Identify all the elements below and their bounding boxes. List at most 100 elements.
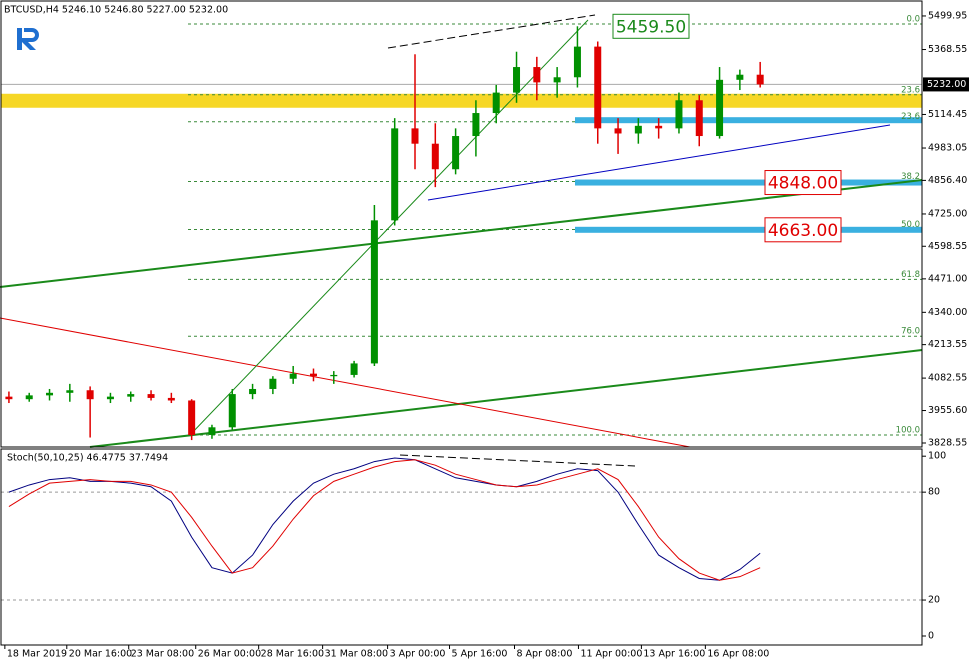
y-tick-label: 100 <box>928 451 946 462</box>
y-tick-label: 4725.00 <box>928 208 967 219</box>
candle-body <box>472 113 480 137</box>
logo-shape <box>22 28 39 50</box>
trend-line <box>89 349 923 448</box>
main-frame <box>0 0 923 448</box>
candle-body <box>675 100 683 129</box>
y-tick-label: 4471.00 <box>928 273 967 284</box>
y-tick-label: 5499.95 <box>928 10 967 21</box>
fib-label: 38.2 <box>901 172 920 182</box>
candle-body <box>431 143 439 170</box>
candle-body <box>228 394 236 428</box>
candle-body <box>106 396 114 400</box>
chart-title: BTCUSD,H4 5246.10 5246.80 5227.00 5232.0… <box>4 5 228 16</box>
candle-body <box>533 67 541 83</box>
trend-line <box>0 179 923 288</box>
y-tick-label: 4598.55 <box>928 241 967 252</box>
fib-label: 23.6 <box>901 112 920 122</box>
candle-body <box>411 128 419 144</box>
candle-body <box>86 390 94 400</box>
stoch-line <box>8 457 761 581</box>
zone <box>575 117 922 124</box>
x-tick-label: 20 Mar 16:00 <box>69 649 132 660</box>
indicator-title: Stoch(50,10,25) 46.4775 37.7494 <box>7 453 168 464</box>
candle-body <box>655 125 663 129</box>
trend-line <box>0 317 691 448</box>
candle-body <box>513 67 521 93</box>
x-tick-label: 11 Apr 00:00 <box>580 649 642 660</box>
candle-body <box>634 125 642 134</box>
candle-body <box>66 390 74 393</box>
candle-body <box>553 77 561 83</box>
y-tick-label: 5368.55 <box>928 44 967 55</box>
price-label-box <box>764 170 842 196</box>
candle-body <box>350 363 358 375</box>
x-tick-label: 8 Apr 08:00 <box>516 649 572 660</box>
candle-body <box>127 394 135 397</box>
price-label: 4848.00 <box>768 174 838 194</box>
x-tick-label: 31 Mar 08:00 <box>325 649 388 660</box>
stoch-line <box>8 459 761 581</box>
support-band <box>1 93 922 108</box>
current-price-box <box>923 77 969 92</box>
candle-body <box>188 400 196 435</box>
x-tick-label: 13 Apr 16:00 <box>643 649 705 660</box>
candle-body <box>25 395 33 400</box>
x-tick-label: 18 Mar 2019 <box>7 649 67 660</box>
candle-body <box>289 373 297 379</box>
candle-body <box>5 396 13 400</box>
fib-label: 61.8 <box>901 270 920 280</box>
y-tick-label: 3828.55 <box>928 438 967 449</box>
current-price-label: 5232.00 <box>927 79 966 90</box>
candle-body <box>573 46 581 78</box>
trend-line <box>399 454 636 467</box>
price-label: 4663.00 <box>768 221 838 241</box>
candle-body <box>594 46 602 129</box>
fib-label: 23.6 <box>901 85 920 95</box>
fib-label: 100.0 <box>896 425 920 435</box>
candle-body <box>269 378 277 389</box>
fib-label: 50.0 <box>901 220 920 230</box>
candle-body <box>249 388 257 395</box>
candle-body <box>695 100 703 137</box>
price-label-box <box>612 13 690 39</box>
x-tick-label: 28 Mar 16:00 <box>261 649 324 660</box>
logo-bar <box>17 28 22 50</box>
candle-body <box>208 427 216 435</box>
y-tick-label: 5114.45 <box>928 109 967 120</box>
trend-line <box>427 124 891 201</box>
x-tick-label: 23 Mar 08:00 <box>131 649 194 660</box>
x-tick-label: 5 Apr 16:00 <box>452 649 508 660</box>
x-tick-label: 3 Apr 00:00 <box>390 649 446 660</box>
y-tick-label: 4340.00 <box>928 307 967 318</box>
candle-body <box>614 128 622 134</box>
y-tick-label: 80 <box>928 487 940 498</box>
logo <box>17 28 39 50</box>
candle-body <box>756 74 764 85</box>
x-tick-label: 16 Apr 08:00 <box>707 649 769 660</box>
candle-body <box>452 136 460 170</box>
trend-line <box>387 14 596 49</box>
y-tick-label: 4213.55 <box>928 339 967 350</box>
drawings <box>0 14 923 467</box>
candle-body <box>330 374 338 377</box>
candle-body <box>46 392 54 396</box>
y-tick-label: 4082.55 <box>928 373 967 384</box>
candle-body <box>391 128 399 221</box>
zone <box>575 226 922 233</box>
y-tick-label: 20 <box>928 595 940 606</box>
candle-body <box>716 79 724 137</box>
stoch-frame <box>0 448 923 646</box>
candle-body <box>147 394 155 398</box>
zone <box>575 179 922 186</box>
y-tick-label: 4983.05 <box>928 143 967 154</box>
candle-body <box>736 74 744 80</box>
candle-body <box>370 220 378 364</box>
x-tick-label: 26 Mar 00:00 <box>198 649 261 660</box>
y-tick-label: 0 <box>928 631 934 642</box>
layer: 0.0 23.6 23.6 38.2 50.0 61.8 76.0 100.0 5499.95 5… <box>4 10 969 660</box>
candle-body <box>309 373 317 377</box>
y-tick-label: 4856.40 <box>928 175 967 186</box>
y-tick-label: 3955.60 <box>928 405 967 416</box>
price-label: 5459.50 <box>616 17 686 37</box>
